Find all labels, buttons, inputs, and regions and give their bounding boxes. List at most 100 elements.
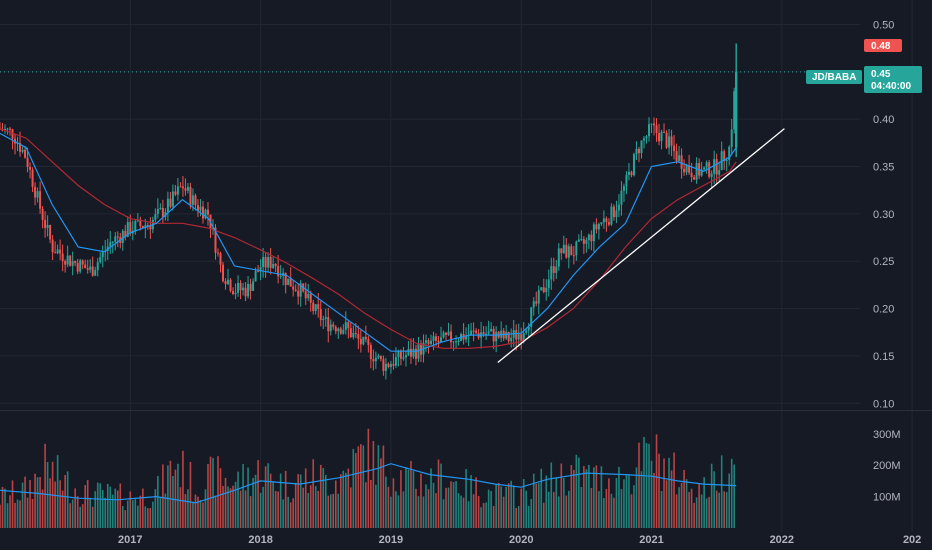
trendline[interactable] — [497, 128, 785, 364]
volume-bar — [460, 495, 462, 528]
candle-body — [337, 328, 340, 332]
candle-body — [327, 317, 330, 332]
trendline-group[interactable] — [497, 128, 785, 364]
volume-bar — [339, 474, 342, 528]
candle-body — [432, 336, 435, 341]
candle-body — [176, 186, 179, 195]
candle-body — [399, 350, 402, 359]
volume-bar — [470, 475, 472, 528]
volume-bar — [430, 468, 432, 528]
candle-body — [387, 363, 390, 367]
volume-bar — [405, 467, 407, 528]
candle-body — [379, 355, 382, 360]
volume-bar — [497, 482, 500, 528]
volume-bar — [217, 456, 219, 528]
candle-body — [244, 287, 247, 297]
volume-bar — [229, 488, 232, 528]
candle-body — [695, 163, 698, 180]
volume-bar — [395, 491, 397, 528]
volume-bar — [239, 490, 242, 528]
candle-body — [79, 260, 82, 272]
volume-bar — [412, 471, 415, 528]
candle-body — [685, 165, 688, 173]
candle-body — [324, 317, 327, 319]
candle-body — [517, 334, 520, 340]
volume-bar — [269, 473, 272, 528]
candle-body — [166, 198, 169, 213]
candle-body — [475, 330, 478, 333]
volume-bar — [718, 492, 720, 528]
candle-body — [427, 340, 430, 345]
volume-bar — [578, 457, 580, 528]
candle-body — [377, 355, 380, 358]
volume-bar — [392, 478, 395, 528]
candle-body — [232, 290, 235, 295]
candle-body — [171, 191, 174, 207]
candle-body — [487, 331, 490, 334]
volume-bar — [4, 488, 6, 528]
volume-bar — [402, 491, 405, 528]
candle-body — [189, 186, 192, 205]
volume-bar — [532, 473, 535, 528]
price-tick-label: 0.50 — [873, 19, 894, 31]
volume-bar — [352, 448, 355, 528]
volume-bar — [232, 485, 234, 528]
volume-bar — [472, 494, 475, 528]
volume-bar — [207, 463, 209, 528]
volume-bar — [304, 468, 307, 528]
volume-bar — [36, 477, 39, 528]
candle-body — [297, 290, 300, 297]
volume-bar — [182, 450, 184, 528]
volume-bar — [397, 495, 400, 528]
volume-bar — [194, 494, 197, 528]
price-tick-label: 0.20 — [873, 304, 894, 316]
candle-body — [204, 209, 207, 219]
candle-body — [59, 249, 62, 254]
candle-body — [530, 307, 533, 327]
volume-bar — [21, 482, 24, 528]
candle-body — [307, 294, 310, 299]
candle-body — [121, 230, 124, 243]
volume-bar — [307, 492, 310, 528]
candle-body — [272, 264, 275, 268]
volume-bar — [104, 497, 107, 528]
candle-body — [730, 129, 733, 147]
candle-body — [690, 172, 693, 178]
candle-body — [9, 128, 12, 130]
volume-bar — [289, 502, 292, 528]
candle-body — [252, 281, 255, 291]
volume-bar — [199, 500, 202, 528]
time-axis[interactable]: 2017 2018 2019 2020 2021 2022 202 — [118, 534, 921, 546]
volume-bar — [277, 491, 279, 528]
candle-body — [703, 167, 706, 170]
time-tick-label: 2022 — [770, 534, 794, 546]
volume-bar — [76, 496, 79, 528]
volume-bar — [29, 480, 31, 528]
candle-body — [169, 198, 172, 207]
candle-body — [505, 331, 508, 339]
volume-bar — [675, 494, 678, 528]
countdown-label: 04:40:00 — [871, 81, 911, 92]
candle-body — [457, 341, 460, 343]
candle-body — [485, 333, 488, 335]
candle-body — [149, 225, 152, 230]
volume-bar — [382, 445, 385, 528]
candle-body — [322, 318, 325, 320]
candle-body — [648, 124, 651, 137]
candle-body — [287, 278, 290, 285]
volume-bar — [172, 476, 174, 528]
volume-bar — [257, 460, 259, 528]
volume-bar — [212, 457, 214, 528]
volume-bar — [234, 481, 237, 528]
candle-body — [199, 206, 202, 211]
candle-body — [560, 248, 563, 254]
volume-bar — [89, 497, 92, 528]
volume-bar — [420, 473, 422, 528]
volume-bar — [224, 477, 227, 528]
price-tick-label: 0.35 — [873, 162, 894, 174]
volume-bar — [462, 497, 465, 528]
volume-bar — [16, 499, 19, 528]
candle-body — [352, 332, 355, 338]
volume-bar — [267, 463, 269, 528]
